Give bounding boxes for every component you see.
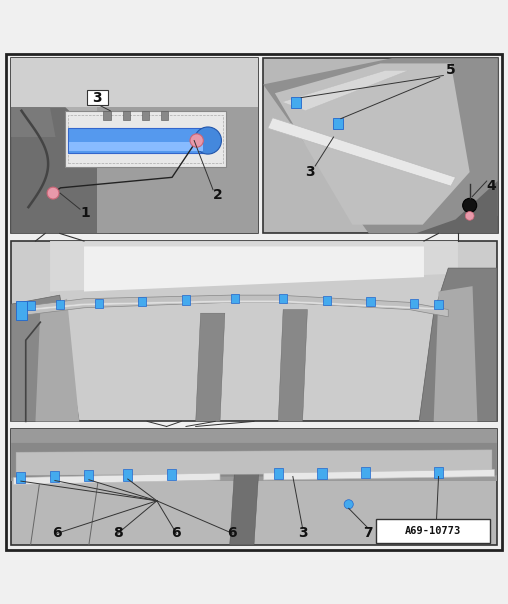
Circle shape <box>195 127 221 154</box>
Polygon shape <box>263 58 498 233</box>
Text: 6: 6 <box>228 526 237 540</box>
Bar <box>26 301 35 310</box>
Polygon shape <box>264 469 494 480</box>
Polygon shape <box>14 473 220 484</box>
Text: 3: 3 <box>92 91 102 104</box>
Bar <box>274 468 283 479</box>
Text: 6: 6 <box>52 526 62 540</box>
Bar <box>11 58 258 233</box>
Text: 2: 2 <box>213 188 223 202</box>
Polygon shape <box>26 295 448 316</box>
Circle shape <box>463 198 477 213</box>
Polygon shape <box>84 246 424 292</box>
Bar <box>279 294 287 303</box>
Bar <box>434 300 442 309</box>
Polygon shape <box>11 58 258 108</box>
Bar <box>66 111 226 167</box>
Polygon shape <box>11 58 55 137</box>
Bar <box>69 142 203 151</box>
Bar <box>333 118 343 129</box>
Text: A69-10773: A69-10773 <box>405 526 461 536</box>
Bar <box>94 299 103 308</box>
Bar <box>434 467 443 478</box>
Polygon shape <box>230 469 259 545</box>
Bar <box>104 111 111 120</box>
Polygon shape <box>11 443 497 478</box>
FancyBboxPatch shape <box>87 90 108 105</box>
Polygon shape <box>419 268 497 422</box>
Polygon shape <box>282 71 408 111</box>
Text: 6: 6 <box>172 526 181 540</box>
Bar <box>410 299 418 308</box>
Bar <box>84 471 93 481</box>
Polygon shape <box>278 310 307 422</box>
Polygon shape <box>275 63 470 225</box>
Bar <box>11 429 497 481</box>
Bar <box>16 301 27 320</box>
Text: 3: 3 <box>298 526 307 540</box>
Bar <box>11 241 497 422</box>
Polygon shape <box>16 450 492 475</box>
Text: 4: 4 <box>486 179 496 193</box>
Polygon shape <box>98 58 258 233</box>
Bar <box>161 111 168 120</box>
Bar <box>291 97 301 108</box>
Polygon shape <box>416 181 498 233</box>
Bar <box>323 295 331 305</box>
Bar <box>231 294 239 303</box>
Polygon shape <box>196 313 225 422</box>
Bar <box>366 297 374 306</box>
Bar <box>182 295 190 304</box>
Circle shape <box>190 134 203 147</box>
Bar <box>123 469 132 481</box>
Text: 3: 3 <box>305 165 315 179</box>
Bar <box>263 58 498 233</box>
Polygon shape <box>11 108 110 233</box>
Circle shape <box>344 500 353 509</box>
Bar <box>167 469 176 480</box>
Bar <box>138 297 146 306</box>
Bar <box>318 467 327 479</box>
Bar <box>16 472 25 483</box>
Text: 7: 7 <box>363 526 373 540</box>
Polygon shape <box>50 241 458 292</box>
Text: 5: 5 <box>446 63 456 77</box>
Bar <box>11 429 497 545</box>
Text: 1: 1 <box>80 206 90 220</box>
Circle shape <box>465 211 474 220</box>
Polygon shape <box>26 300 438 311</box>
Bar <box>361 467 370 478</box>
Bar <box>68 115 223 162</box>
Bar <box>68 128 204 153</box>
Bar <box>56 300 64 309</box>
Polygon shape <box>434 286 478 422</box>
Text: 6: 6 <box>431 526 441 540</box>
Polygon shape <box>11 295 79 422</box>
Polygon shape <box>268 118 456 186</box>
Bar <box>122 111 130 120</box>
Circle shape <box>47 187 59 199</box>
Bar <box>376 519 490 544</box>
Bar <box>50 471 59 482</box>
Text: 8: 8 <box>113 526 123 540</box>
Polygon shape <box>36 299 79 422</box>
Bar <box>142 111 149 120</box>
